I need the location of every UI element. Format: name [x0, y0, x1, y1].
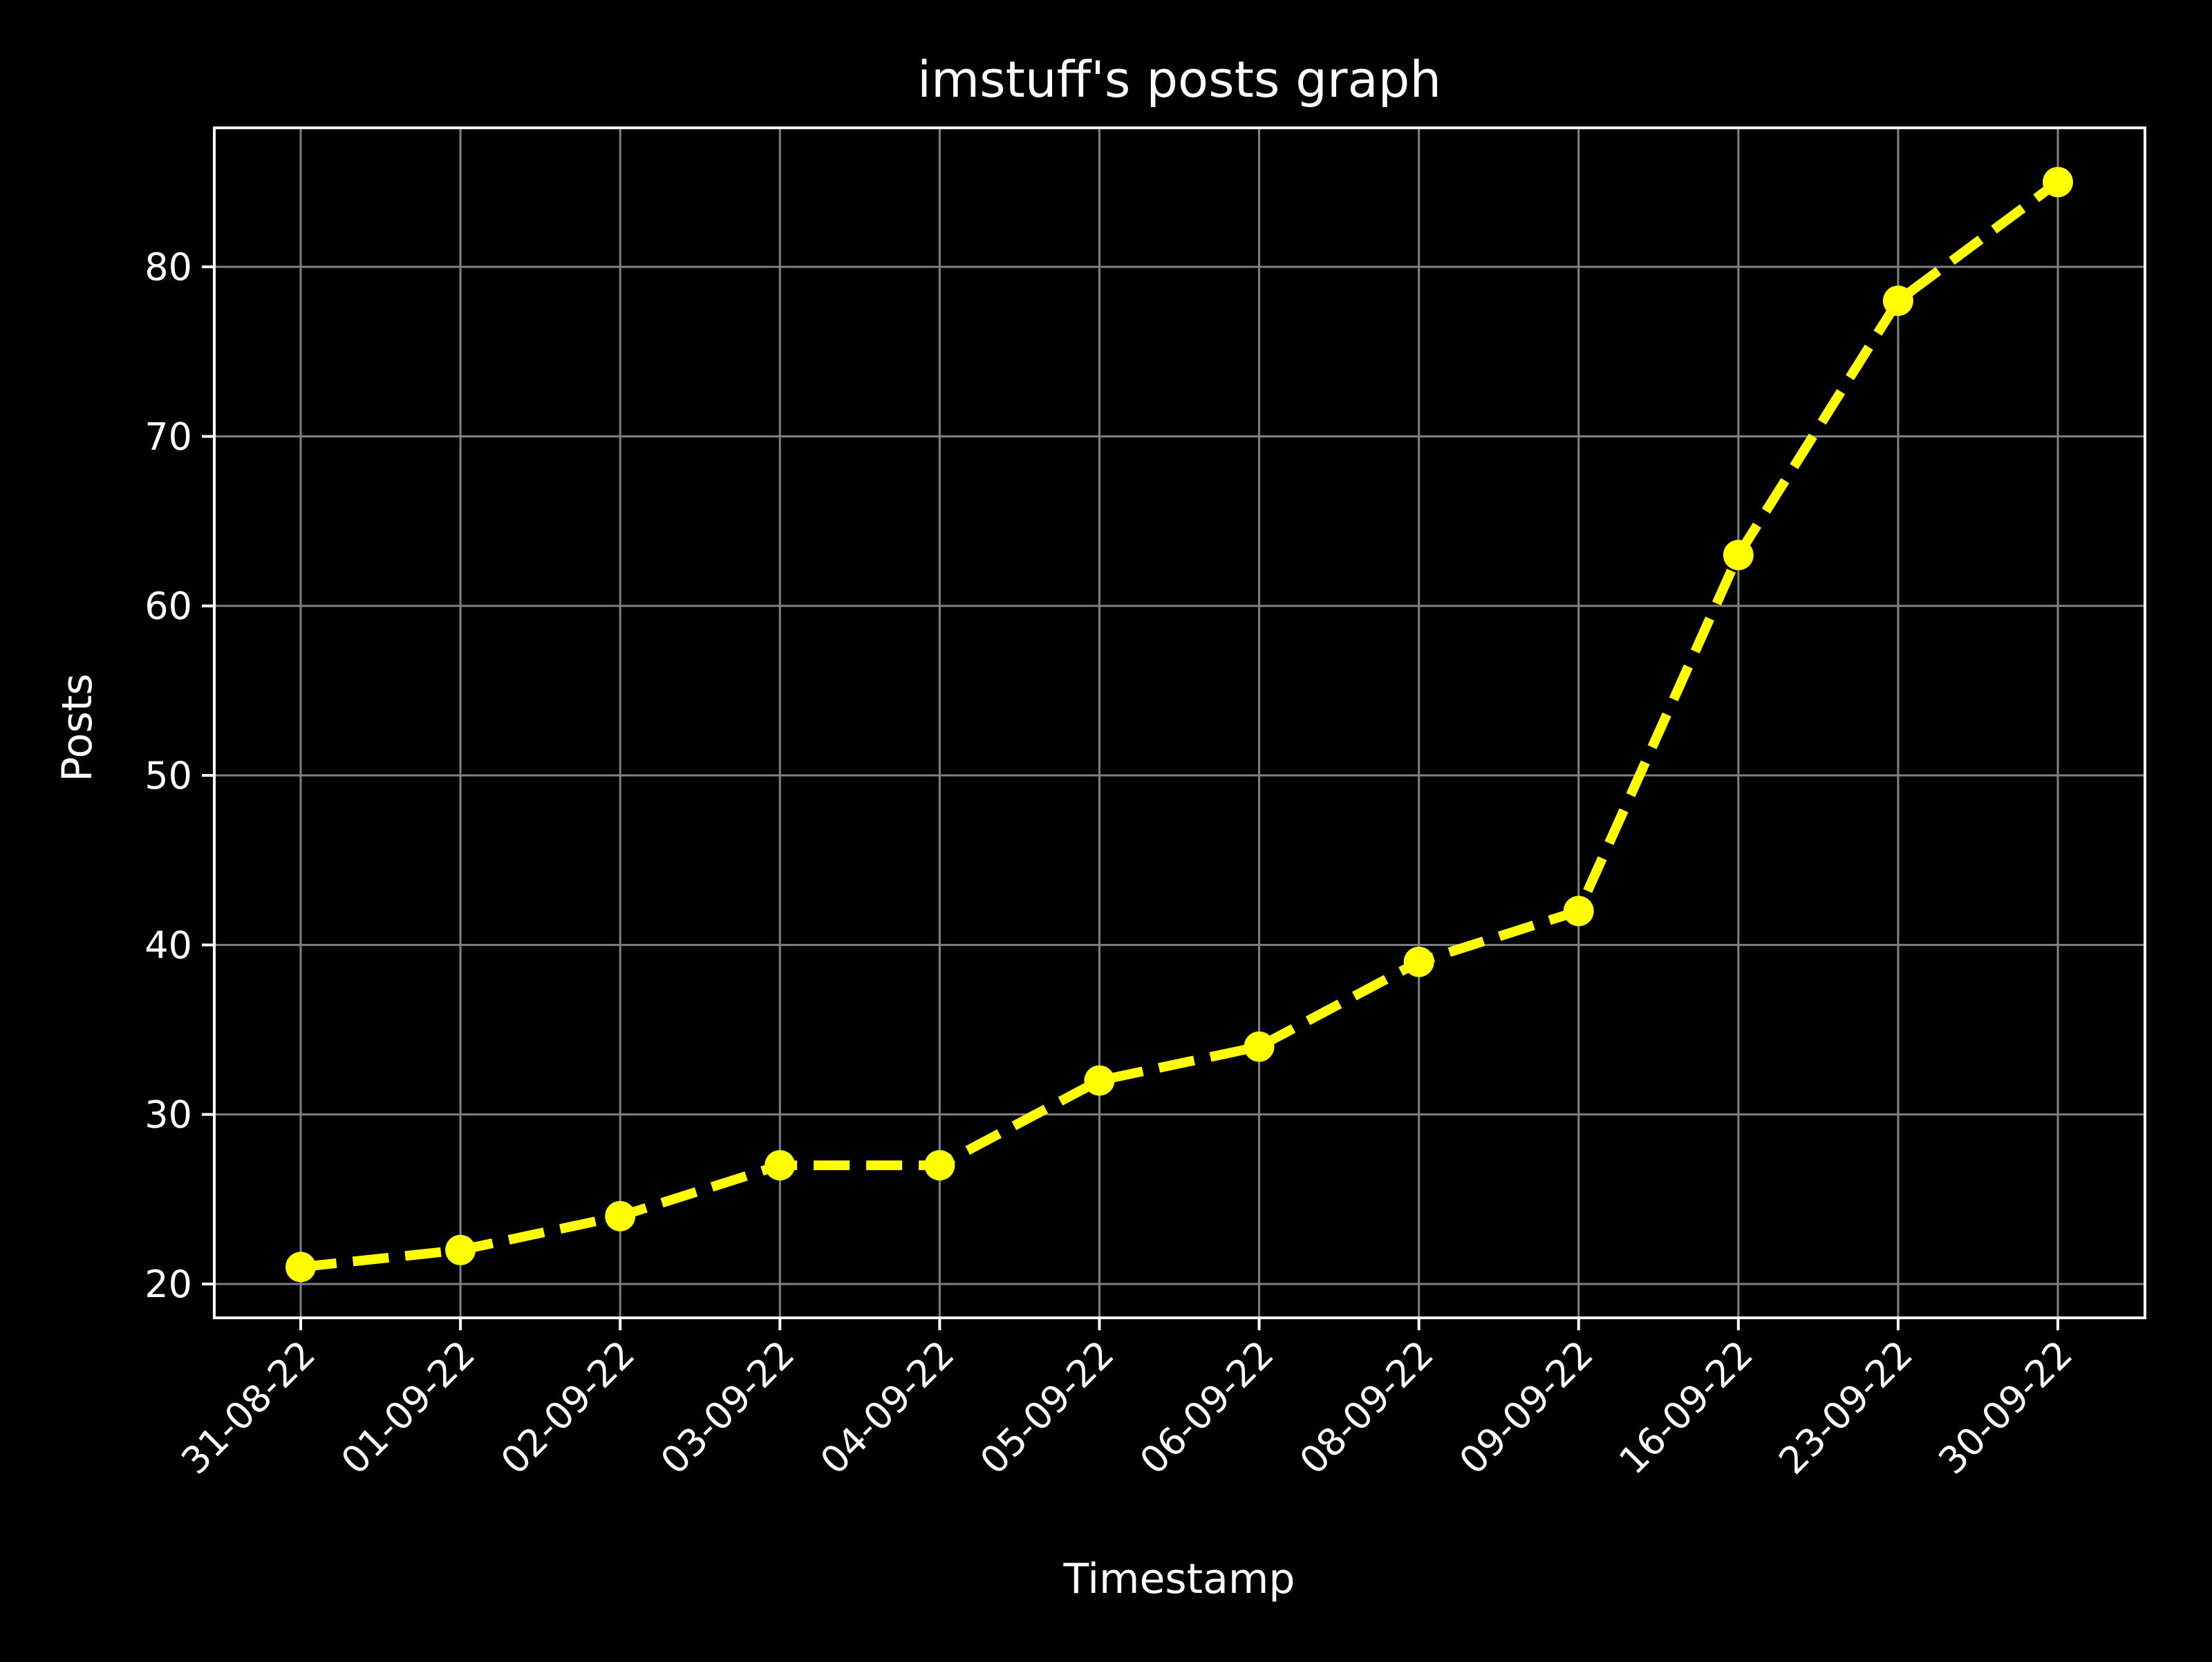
data-point-marker: [445, 1234, 476, 1265]
data-point-marker: [1882, 285, 1913, 317]
x-axis-label: Timestamp: [1063, 1555, 1295, 1603]
y-tick-label: 60: [144, 585, 192, 628]
data-point-marker: [1563, 896, 1594, 927]
data-point-marker: [1084, 1065, 1115, 1096]
data-point-marker: [605, 1200, 636, 1231]
data-point-marker: [1244, 1031, 1275, 1062]
y-tick-label: 70: [144, 415, 192, 458]
y-axis-label: Posts: [53, 674, 102, 782]
y-tick-label: 50: [144, 754, 192, 797]
y-tick-label: 30: [144, 1093, 192, 1137]
grid-layer: [214, 128, 2145, 1318]
plot-frame: [213, 126, 2146, 1319]
data-point-marker: [1723, 540, 1754, 571]
chart-title: imstuff's posts graph: [917, 50, 1441, 108]
y-tick-label: 80: [144, 245, 192, 289]
y-tick-label: 40: [144, 923, 192, 967]
series-layer: [285, 167, 2073, 1283]
data-point-marker: [765, 1150, 796, 1181]
y-tick-label: 20: [144, 1263, 192, 1306]
data-point-marker: [285, 1252, 316, 1283]
data-point-marker: [2043, 167, 2073, 198]
data-point-marker: [924, 1150, 955, 1181]
series-line-posts: [300, 178, 2061, 1272]
data-point-marker: [1403, 946, 1434, 977]
